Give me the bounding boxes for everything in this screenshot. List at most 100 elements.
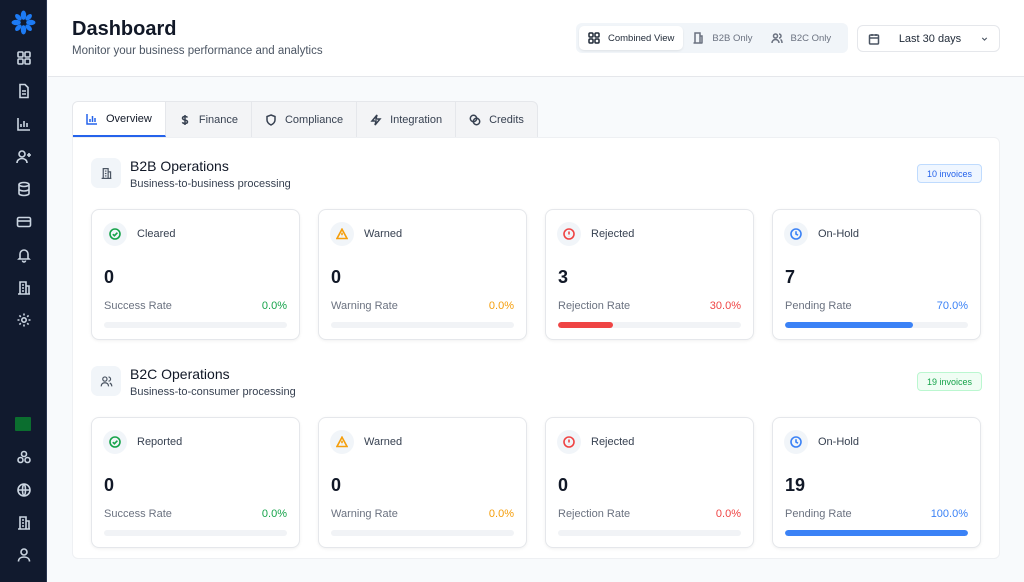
rate-value: 70.0% (936, 300, 968, 312)
globe-icon[interactable] (13, 479, 35, 501)
tab-finance[interactable]: Finance (166, 102, 252, 137)
page-title: Dashboard (72, 18, 177, 40)
date-range-select[interactable]: Last 30 days (857, 25, 1000, 52)
credit-card-icon[interactable] (13, 211, 35, 233)
card-value: 7 (785, 267, 796, 287)
alert-circle-icon (557, 430, 581, 454)
rate-value: 0.0% (488, 300, 514, 312)
status-card-warned[interactable]: Warned 0 Warning Rate 0.0% (318, 209, 527, 340)
b2c-only-button[interactable]: B2C Only (762, 26, 841, 50)
saudi-flag-icon[interactable] (15, 417, 31, 431)
date-range-label: Last 30 days (898, 32, 962, 45)
check-circle-icon (103, 222, 127, 246)
overview-panel: B2B Operations Business-to-business proc… (72, 137, 1000, 559)
status-card-rejected[interactable]: Rejected 0 Rejection Rate 0.0% (545, 417, 754, 548)
progress-bar (785, 530, 968, 536)
section-icon (91, 366, 121, 396)
card-label: On-Hold (818, 228, 859, 240)
section-title: B2B Operations (130, 158, 229, 174)
card-value: 3 (558, 267, 569, 287)
section-icon (91, 158, 121, 188)
warning-triangle-icon (330, 222, 354, 246)
card-label: On-Hold (818, 436, 859, 448)
chart-icon[interactable] (13, 113, 35, 135)
tab-overview[interactable]: Overview (73, 102, 166, 137)
section-subtitle: Business-to-consumer processing (130, 386, 296, 398)
status-card-on-hold[interactable]: On-Hold 7 Pending Rate 70.0% (772, 209, 981, 340)
rate-label: Warning Rate (331, 508, 398, 520)
card-label: Rejected (591, 228, 635, 240)
invoice-count-badge: 19 invoices (916, 372, 982, 391)
shield-icon (266, 113, 276, 126)
status-card-on-hold[interactable]: On-Hold 19 Pending Rate 100.0% (772, 417, 981, 548)
grid-icon (588, 32, 600, 44)
progress-fill (558, 322, 613, 328)
card-value: 0 (331, 267, 342, 287)
card-label: Cleared (137, 228, 176, 240)
combined-view-label: Combined View (608, 32, 675, 44)
progress-bar (331, 322, 514, 328)
b2c-only-label: B2C Only (790, 32, 832, 44)
coins-icon (469, 114, 481, 125)
database-icon[interactable] (13, 178, 35, 200)
bell-icon[interactable] (13, 244, 35, 266)
status-card-reported[interactable]: Reported 0 Success Rate 0.0% (91, 417, 300, 548)
header: Dashboard Monitor your business performa… (48, 0, 1024, 77)
building-icon[interactable] (13, 277, 35, 299)
bar-chart-icon (86, 113, 97, 125)
dashboard-icon[interactable] (13, 47, 35, 69)
user-icon[interactable] (13, 544, 35, 566)
rate-label: Pending Rate (785, 508, 852, 520)
progress-fill (785, 530, 968, 536)
card-label: Warned (364, 228, 403, 240)
tab-label: Finance (198, 113, 238, 126)
progress-fill (785, 322, 914, 328)
progress-bar (104, 530, 287, 536)
calendar-icon (868, 33, 880, 45)
page-subtitle: Monitor your business performance and an… (72, 45, 323, 57)
tab-label: Compliance (284, 113, 344, 126)
combined-view-button[interactable]: Combined View (579, 26, 684, 50)
logo-icon[interactable] (11, 10, 36, 35)
card-value: 0 (558, 475, 569, 495)
b2b-only-button[interactable]: B2B Only (683, 26, 761, 50)
card-label: Reported (137, 436, 183, 448)
tab-credits[interactable]: Credits (456, 102, 537, 137)
status-card-rejected[interactable]: Rejected 3 Rejection Rate 30.0% (545, 209, 754, 340)
rate-value: 100.0% (930, 508, 968, 520)
progress-bar (104, 322, 287, 328)
building-icon[interactable] (13, 512, 35, 534)
dollar-icon (181, 114, 189, 125)
invoice-count-badge: 10 invoices (916, 164, 982, 183)
rate-value: 0.0% (261, 508, 287, 520)
card-value: 0 (104, 475, 115, 495)
document-icon[interactable] (13, 80, 35, 102)
rate-value: 0.0% (261, 300, 287, 312)
card-value: 0 (331, 475, 342, 495)
tab-compliance[interactable]: Compliance (252, 102, 358, 137)
progress-bar (331, 530, 514, 536)
status-card-warned[interactable]: Warned 0 Warning Rate 0.0% (318, 417, 527, 548)
clock-icon (784, 430, 808, 454)
rate-value: 0.0% (715, 508, 741, 520)
card-value: 19 (785, 475, 806, 495)
network-icon[interactable] (13, 446, 35, 468)
tab-label: Credits (489, 113, 524, 126)
user-plus-icon[interactable] (13, 146, 35, 168)
rate-value: 30.0% (709, 300, 741, 312)
card-value: 0 (104, 267, 115, 287)
sidebar (0, 0, 47, 582)
rate-value: 0.0% (488, 508, 514, 520)
rate-label: Success Rate (104, 300, 172, 312)
progress-bar (558, 322, 741, 328)
rate-label: Success Rate (104, 508, 172, 520)
tab-label: Overview (106, 112, 152, 125)
status-card-cleared[interactable]: Cleared 0 Success Rate 0.0% (91, 209, 300, 340)
view-toggle: Combined View B2B Only B2C Only (576, 23, 848, 53)
settings-icon[interactable] (13, 309, 35, 331)
section-title: B2C Operations (130, 366, 230, 382)
tab-label: Integration (390, 113, 443, 126)
card-label: Warned (364, 436, 403, 448)
tab-integration[interactable]: Integration (357, 102, 457, 137)
section-subtitle: Business-to-business processing (130, 178, 291, 190)
